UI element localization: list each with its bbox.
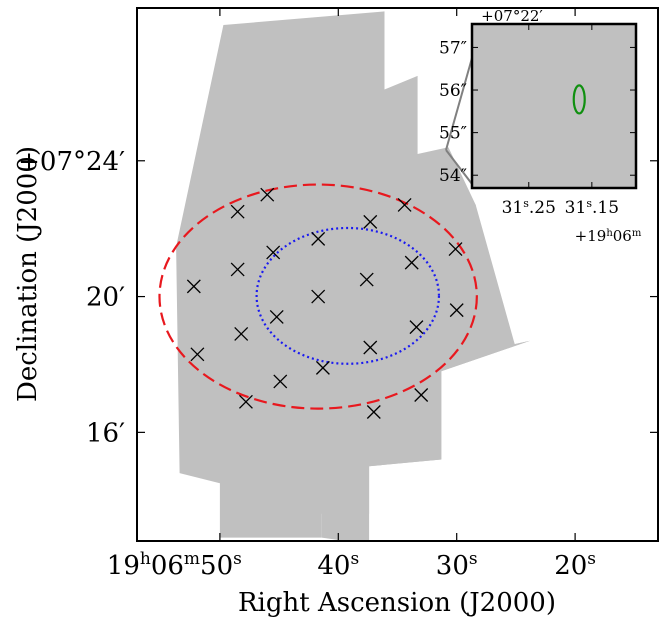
survey-footprint-right xyxy=(321,92,531,541)
pointing-marker xyxy=(230,204,245,219)
pointing-marker xyxy=(273,374,288,389)
inset-connector-bottom xyxy=(445,149,473,185)
inset-zoom-panel: +07°22′ 57″ 56″ 55″ 54″ 31s.25 31s.15 +19h06… xyxy=(439,7,642,245)
pointing-marker xyxy=(414,388,429,402)
inset-x-tick-label: 31s.15 xyxy=(565,197,619,219)
inset-x-offset-label: +19h06m xyxy=(575,227,642,245)
y-tick-label: 20′ xyxy=(86,283,125,313)
main-plot-frame xyxy=(136,7,659,542)
main-plot-area: +07°24′ 20′ 16′ 19h06m50s 40s 30s 20s Right A… xyxy=(13,7,659,618)
y-tick-labels: +07°24′ 20′ 16′ xyxy=(18,147,125,449)
pointing-marker xyxy=(186,279,201,294)
y-axis-label: Declination (J2000) xyxy=(13,146,43,402)
pointing-marker xyxy=(269,309,284,324)
pointing-marker xyxy=(234,326,249,341)
x-tick-label: 40s xyxy=(317,549,359,581)
pointing-marker xyxy=(397,197,412,212)
inset-x-tick-label: 31s.25 xyxy=(502,197,556,219)
inset-source-ellipse xyxy=(572,84,586,115)
pointing-marker xyxy=(448,242,463,256)
pointing-marker xyxy=(449,303,464,318)
pointing-marker xyxy=(238,394,253,409)
inset-frame xyxy=(470,22,638,190)
inset-y-tick-label: 55″ xyxy=(439,124,467,144)
pointing-marker xyxy=(315,360,330,375)
pointing-marker xyxy=(260,187,275,202)
outer-dashed-circle xyxy=(158,183,478,410)
pointing-marker xyxy=(311,289,326,304)
pointing-marker xyxy=(363,340,378,355)
inset-top-label: +07°22′ xyxy=(481,7,543,25)
inset-background xyxy=(472,24,636,188)
inset-y-tick-label: 54″ xyxy=(439,166,467,186)
inset-axis-ticks xyxy=(472,24,636,188)
x-tick-label: 20s xyxy=(554,549,596,581)
pointing-marker xyxy=(363,214,378,229)
pointing-marker xyxy=(311,231,326,246)
x-tick-labels: 19h06m50s 40s 30s 20s xyxy=(107,549,596,581)
pointing-markers xyxy=(186,187,464,419)
pointing-marker xyxy=(359,272,374,287)
pointing-marker xyxy=(266,245,281,260)
y-tick-label: 16′ xyxy=(86,418,125,448)
pointing-marker xyxy=(366,405,381,419)
x-axis-label: Right Ascension (J2000) xyxy=(238,588,556,618)
inset-connector-top xyxy=(445,57,473,151)
pointing-marker xyxy=(230,262,245,277)
inset-x-tick-labels: 31s.25 31s.15 xyxy=(502,197,619,219)
inset-y-tick-labels: 57″ 56″ 55″ 54″ xyxy=(439,38,467,186)
pointing-marker xyxy=(190,347,205,362)
y-tick-label: +07°24′ xyxy=(18,147,125,177)
inset-y-tick-label: 56″ xyxy=(439,81,467,101)
inner-dotted-ellipse xyxy=(255,226,441,365)
inset-y-tick-label: 57″ xyxy=(439,38,467,58)
pointing-marker xyxy=(404,255,419,270)
pointing-marker xyxy=(409,320,424,335)
x-tick-label: 19h06m50s xyxy=(107,549,242,581)
main-axis-ticks xyxy=(137,8,658,541)
x-tick-label: 30s xyxy=(436,549,478,581)
